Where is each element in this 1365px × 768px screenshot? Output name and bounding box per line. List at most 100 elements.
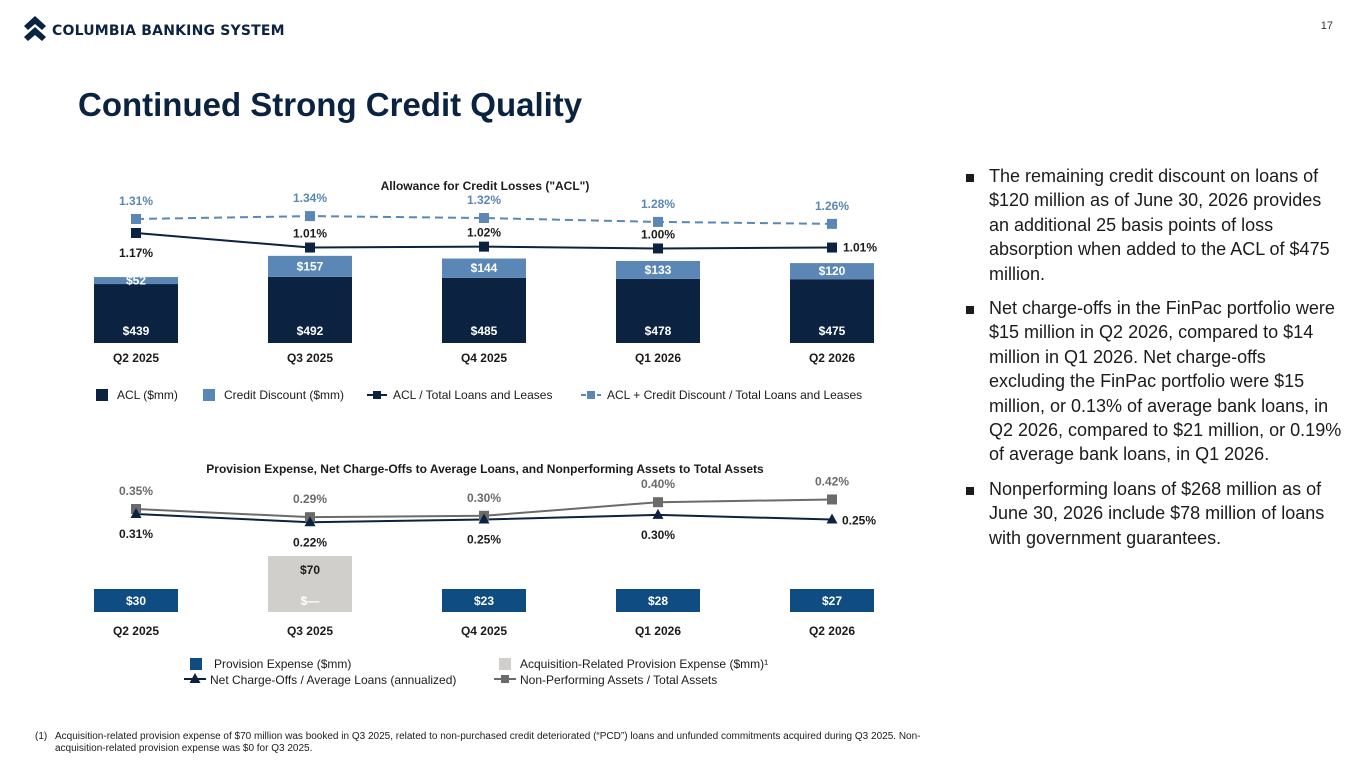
legend-label-provision-expense: Provision Expense ($mm) — [214, 657, 351, 671]
bar-credit-discount — [442, 258, 526, 278]
legend-swatch-provision-expense — [190, 658, 202, 670]
x-tick-label: Q3 2025 — [287, 624, 333, 638]
footnote-marker: (1) — [35, 731, 48, 742]
page-title: Continued Strong Credit Quality — [78, 86, 583, 123]
bullet-text: Net charge-offs in the FinPac portfolio … — [989, 298, 1342, 465]
point-acl-ratio — [305, 242, 315, 253]
legend-marker-npa-ratio — [501, 675, 509, 683]
x-tick-label: Q1 2026 — [635, 624, 681, 638]
bar-label-provision-expense: $30 — [126, 594, 146, 608]
provision-chart: Provision Expense, Net Charge-Offs to Av… — [94, 462, 876, 687]
bar-provision-expense — [616, 589, 700, 612]
bar-credit-discount — [790, 263, 874, 280]
footnote: (1) Acquisition-related provision expens… — [35, 731, 935, 755]
legend-swatch-acquisition-provision — [499, 658, 511, 670]
x-tick-label: Q4 2025 — [461, 624, 507, 638]
point-acl-ratio — [827, 242, 837, 253]
x-tick-label: Q2 2025 — [113, 351, 159, 365]
chart-title: Allowance for Credit Losses ("ACL") — [381, 179, 590, 193]
bullet-square-icon — [966, 174, 974, 182]
data-label-acl-ratio: 1.01% — [843, 241, 877, 255]
x-tick-label: Q4 2025 — [461, 351, 507, 365]
legend-label-nco-ratio: Net Charge-Offs / Average Loans (annuali… — [210, 673, 456, 687]
page-number: 17 — [1320, 20, 1333, 32]
point-acl-plus-discount — [653, 216, 663, 227]
legend-label-npa-ratio: Non-Performing Assets / Total Assets — [520, 673, 717, 687]
bullet-item: Nonperforming loans of $268 million as o… — [963, 477, 1343, 550]
bar-acl — [790, 279, 874, 343]
point-acl-plus-discount — [305, 211, 315, 222]
logo-text: COLUMBIA BANKING SYSTEM — [52, 23, 285, 39]
data-label-nco-ratio: 0.25% — [842, 514, 876, 528]
point-nco-ratio — [304, 516, 316, 527]
bullet-square-icon — [966, 486, 974, 495]
data-label-npa-ratio: 0.30% — [467, 491, 501, 505]
data-label-npa-ratio: 0.42% — [815, 474, 849, 488]
legend-marker-nco-ratio — [189, 673, 201, 683]
bar-label-credit-discount: $133 — [645, 263, 672, 277]
data-label-acl-plus-discount: 1.28% — [641, 197, 675, 211]
bar-credit-discount — [268, 255, 352, 277]
bar-label-credit-discount: $144 — [471, 261, 498, 275]
x-tick-label: Q2 2025 — [113, 624, 159, 638]
data-label-acl-plus-discount: 1.32% — [467, 193, 501, 207]
data-label-npa-ratio: 0.29% — [293, 492, 327, 506]
point-acl-ratio — [479, 241, 489, 252]
legend-swatch-acl — [96, 389, 108, 401]
point-nco-ratio — [826, 513, 838, 524]
bar-acquisition-provision — [268, 556, 352, 612]
data-label-nco-ratio: 0.31% — [119, 527, 153, 541]
point-nco-ratio — [478, 513, 490, 524]
point-npa-ratio — [653, 497, 663, 508]
bar-label-credit-discount: $52 — [126, 274, 146, 288]
x-tick-label: Q3 2025 — [287, 351, 333, 365]
data-label-acl-ratio: 1.01% — [293, 227, 327, 241]
data-label-npa-ratio: 0.35% — [119, 484, 153, 498]
bar-acl — [442, 277, 526, 343]
data-label-acl-plus-discount: 1.34% — [293, 191, 327, 205]
x-tick-label: Q2 2026 — [809, 351, 855, 365]
chart-title: Provision Expense, Net Charge-Offs to Av… — [206, 462, 764, 476]
company-logo: COLUMBIA BANKING SYSTEM — [24, 16, 285, 46]
bar-provision-expense — [790, 589, 874, 612]
bar-acl — [94, 284, 178, 343]
bullet-list: The remaining credit discount on loans o… — [963, 164, 1343, 560]
legend-label-credit-discount: Credit Discount ($mm) — [224, 388, 344, 402]
bar-label-credit-discount: $120 — [819, 264, 846, 278]
x-tick-label: Q2 2026 — [809, 624, 855, 638]
bar-label-acl: $485 — [471, 324, 498, 338]
bar-label-provision-expense: $— — [301, 594, 320, 608]
bullet-text: Nonperforming loans of $268 million as o… — [989, 478, 1325, 548]
bar-label-acl: $439 — [123, 324, 150, 338]
bar-label-provision-expense: $23 — [474, 594, 494, 608]
point-nco-ratio — [652, 508, 664, 519]
data-label-acl-plus-discount: 1.31% — [119, 194, 153, 208]
data-label-nco-ratio: 0.25% — [467, 533, 501, 547]
legend-swatch-credit-discount — [203, 389, 215, 401]
bar-acl — [268, 276, 352, 343]
bar-provision-expense — [94, 589, 178, 612]
data-label-nco-ratio: 0.22% — [293, 535, 327, 549]
point-acl-ratio — [131, 228, 141, 238]
bar-label-acl: $492 — [297, 324, 324, 338]
legend-marker-acl-ratio — [373, 391, 381, 399]
bar-label-acquisition-provision: $70 — [300, 563, 320, 577]
point-acl-ratio — [653, 243, 663, 254]
data-label-nco-ratio: 0.30% — [641, 528, 675, 542]
bullet-text: The remaining credit discount on loans o… — [989, 166, 1330, 284]
point-acl-plus-discount — [479, 213, 489, 224]
footnote-text: Acquisition-related provision expense of… — [55, 731, 921, 754]
bullet-square-icon — [966, 306, 974, 315]
legend-label-acl: ACL ($mm) — [117, 388, 178, 402]
data-label-acl-ratio: 1.00% — [641, 227, 675, 241]
bar-label-credit-discount: $157 — [297, 259, 324, 273]
legend-label-acl-plus-discount: ACL + Credit Discount / Total Loans and … — [607, 388, 862, 402]
legend-label-acl-ratio: ACL / Total Loans and Leases — [393, 388, 552, 402]
data-label-acl-ratio: 1.02% — [467, 226, 501, 240]
logo-chevron-icon — [24, 16, 46, 41]
legend-marker-acl-plus-discount — [587, 391, 595, 399]
legend-label-acquisition-provision: Acquisition-Related Provision Expense ($… — [520, 657, 768, 671]
bar-label-provision-expense: $27 — [822, 594, 842, 608]
data-label-acl-plus-discount: 1.26% — [815, 199, 849, 213]
data-label-acl-ratio: 1.17% — [119, 246, 153, 260]
